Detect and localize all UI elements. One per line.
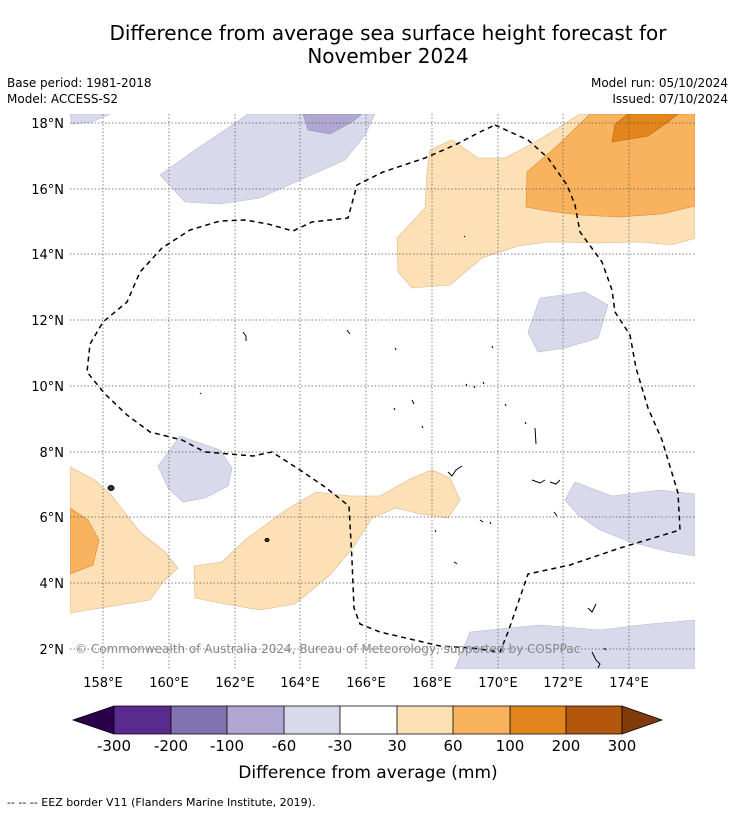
issued-date: Issued: 07/10/2024 [612,92,728,106]
island [393,399,424,429]
lon-label-172E: 172°E [543,676,583,691]
pos-mid-southwest [70,507,100,575]
title-line-1: Difference from average sea surface heig… [109,21,667,45]
island [504,403,537,445]
lon-label-174E: 174°E [609,676,649,691]
colorbar-segment [340,706,397,734]
model-run: Model run: 05/10/2024 [590,76,728,90]
lon-label-160E: 160°E [149,676,189,691]
colorbar-tick: -60 [272,737,297,755]
colorbar-tick: 100 [496,737,525,755]
colorbar-tick: 60 [443,737,462,755]
title-line-2: November 2024 [307,44,469,68]
colorbar-tick: -30 [328,737,353,755]
colorbar-segment [453,706,510,734]
lat-label-12N: 12°N [31,314,64,329]
copyright-notice: © Commonwealth of Australia 2024, Bureau… [75,642,580,656]
run-info: Model run: 05/10/2024 Issued: 07/10/2024 [591,75,728,107]
colorbar-segment [566,706,622,734]
lat-label-8N: 8°N [40,446,65,461]
neg-patch-east-central [527,291,609,353]
island [394,347,397,351]
colorbar-segment [227,706,284,734]
colorbar-tick: -300 [97,737,131,755]
island [465,381,485,389]
lat-label-18N: 18°N [31,117,64,132]
colorbar-tick: -100 [210,737,244,755]
eez-border [86,124,681,653]
base-period: Base period: 1981-2018 [7,76,152,90]
colorbar-tick: 30 [387,737,406,755]
longitude-labels: 158°E 160°E 162°E 164°E 166°E 168°E 170°… [83,676,649,691]
lon-label-168E: 168°E [412,676,452,691]
neg-patch-east [564,481,695,557]
colorbar-extend-min [73,706,114,734]
lon-label-158E: 158°E [83,676,123,691]
island [587,603,597,613]
chart-title: Difference from average sea surface heig… [40,22,736,68]
pos-high-northeast [611,114,679,143]
colorbar-segment [397,706,453,734]
colorbar-tick: 300 [608,737,637,755]
neg-patch-nw [70,114,111,125]
lon-label-164E: 164°E [280,676,320,691]
lat-label-14N: 14°N [31,248,64,263]
lat-label-4N: 4°N [40,577,65,592]
lat-label-10N: 10°N [31,380,64,395]
colorbar-extend-max [622,706,662,734]
map-area: © Commonwealth of Australia 2024, Bureau… [70,114,695,669]
island [603,647,607,651]
model-name: Model: ACCESS-S2 [7,92,119,106]
negative-anomaly-patches [70,114,695,669]
colorbar-segment [284,706,340,734]
lat-label-2N: 2°N [40,643,65,658]
colorbar: -300 -200 -100 -60 -30 30 60 100 200 300… [71,705,664,783]
island [199,392,202,395]
island [553,511,558,517]
colorbar-ticks: -300 -200 -100 -60 -30 30 60 100 200 300 [97,737,636,755]
neg-patch-west [157,435,233,503]
island [531,479,561,485]
colorbar-segment [114,706,171,734]
neg-patch-north [159,114,376,205]
pos-patch-central-south [193,469,461,611]
colorbar-tick: -200 [154,737,188,755]
lat-label-6N: 6°N [40,511,65,526]
island [242,331,247,341]
lon-label-166E: 166°E [346,676,386,691]
colorbar-tick: 200 [552,737,581,755]
pos-patch-southwest [70,466,179,614]
gridlines [70,114,695,669]
island [479,519,492,525]
islands [107,235,607,669]
lon-label-162E: 162°E [215,676,255,691]
positive-anomaly-mid [70,114,695,575]
eez-legend-note: -- -- -- EEZ border V11 (Flanders Marine… [7,796,316,809]
colorbar-label: Difference from average (mm) [238,763,497,783]
island [107,485,115,491]
map-figure: © Commonwealth of Australia 2024, Bureau… [31,114,695,783]
neg-patch-core [302,114,363,135]
neg-patch-south [454,619,695,669]
island [463,235,466,238]
island [434,529,437,533]
lon-label-170E: 170°E [478,676,518,691]
pos-mid-northeast [525,114,695,218]
base-info: Base period: 1981-2018 Model: ACCESS-S2 [7,75,152,107]
colorbar-segment [171,706,227,734]
island [453,561,458,565]
island [591,651,601,669]
island [346,329,351,335]
latitude-labels: 18°N 16°N 14°N 12°N 10°N 8°N 6°N 4°N 2°N [31,117,64,658]
island [447,465,463,477]
island [491,345,494,349]
colorbar-segment [510,706,566,734]
island [264,537,270,543]
colorbar-dividers [113,706,623,734]
lat-label-16N: 16°N [31,183,64,198]
